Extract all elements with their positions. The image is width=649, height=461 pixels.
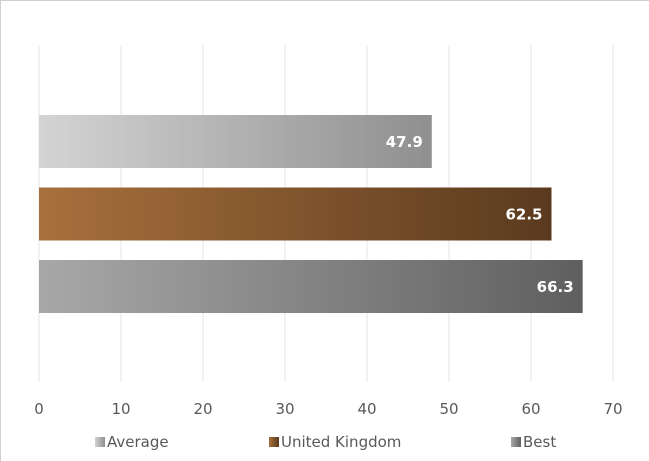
x-tick-label: 60	[521, 400, 540, 418]
x-tick-label: 20	[193, 400, 212, 418]
legend-label: Best	[523, 433, 556, 451]
data-label: 66.3	[537, 278, 574, 296]
x-tick-label: 0	[34, 400, 44, 418]
bar-united-kingdom	[39, 187, 552, 241]
legend: Average United Kingdom Best	[95, 433, 556, 451]
data-label: 62.5	[505, 206, 542, 224]
x-tick-label: 40	[357, 400, 376, 418]
x-tick-label: 30	[275, 400, 294, 418]
frame-edge-top	[0, 0, 649, 1]
data-label: 47.9	[386, 133, 423, 151]
legend-label: United Kingdom	[281, 433, 401, 451]
bar-average	[39, 115, 432, 168]
bar-best	[39, 260, 583, 313]
x-tick-label: 50	[439, 400, 458, 418]
legend-label: Average	[107, 433, 169, 451]
frame-edge-left	[0, 0, 1, 461]
legend-swatch	[511, 437, 521, 447]
bars: 47.9 62.5 66.3	[39, 115, 583, 313]
x-tick-label: 70	[603, 400, 622, 418]
x-tick-label: 10	[111, 400, 130, 418]
x-axis-tick-labels: 0 10 20 30 40 50 60 70	[34, 400, 622, 418]
legend-swatch	[269, 437, 279, 447]
legend-swatch	[95, 437, 105, 447]
